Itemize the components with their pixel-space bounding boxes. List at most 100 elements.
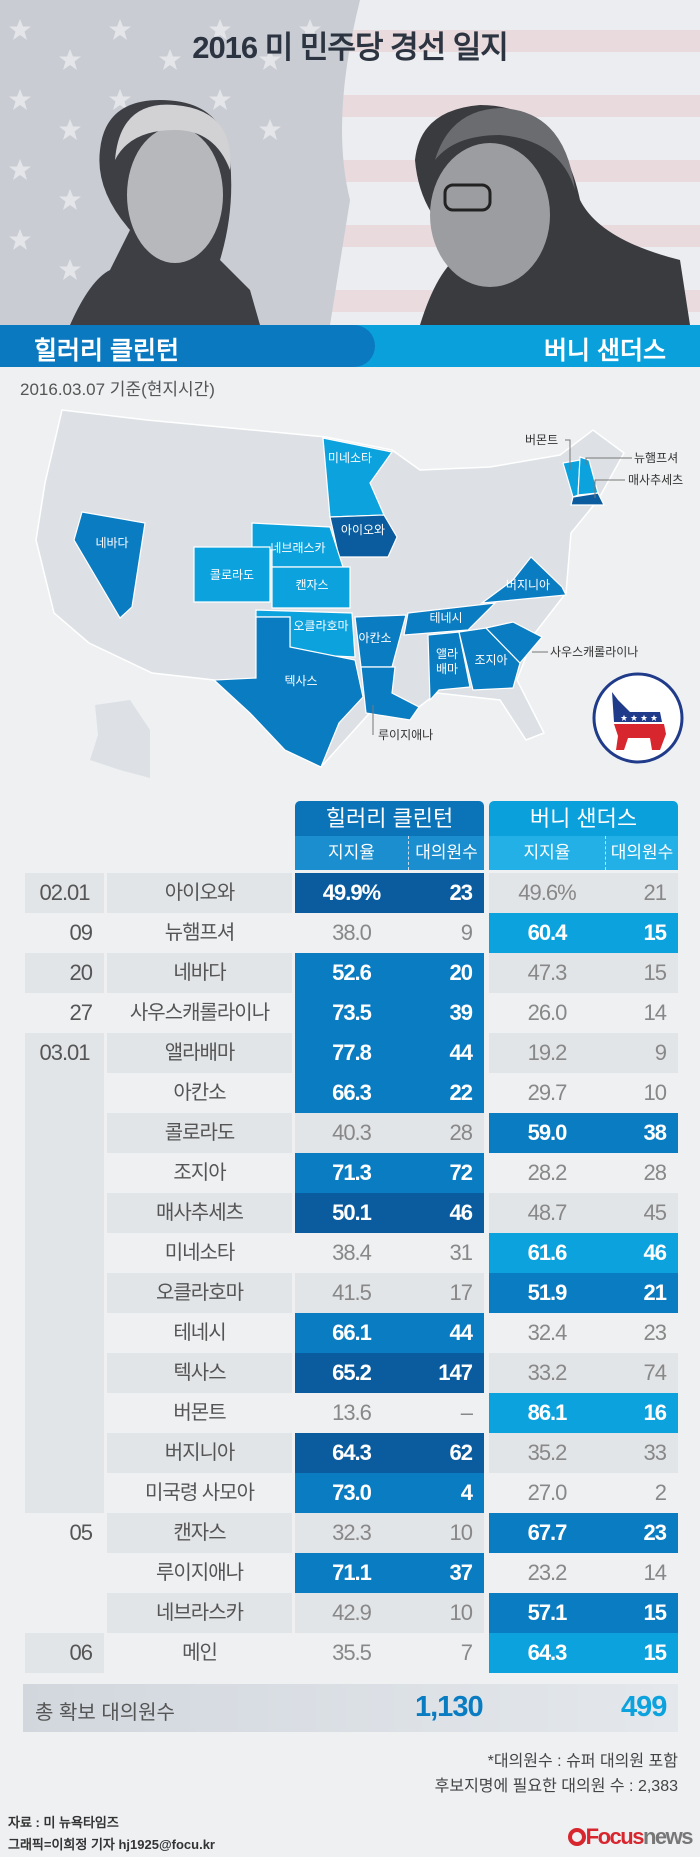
bernie-delegates: 15 [643, 960, 667, 985]
hillary-delegates: 72 [449, 1160, 473, 1185]
democratic-donkey-icon [592, 672, 684, 764]
state-label: 아이오와 [341, 523, 385, 537]
date-cell: 09 [69, 920, 93, 945]
source: 자료 : 미 뉴욕타임즈 [8, 1815, 119, 1830]
hillary-pct: 35.5 [332, 1640, 372, 1665]
state-cell: 버지니아 [107, 1433, 292, 1473]
hillary-delegates: 22 [449, 1080, 473, 1105]
state-callout-label: 사우스캐롤라이나 [550, 645, 638, 659]
hillary-delegates: 9 [460, 920, 473, 945]
hillary-delegates: – [460, 1400, 473, 1425]
hillary-pct: 66.1 [332, 1320, 372, 1345]
bernie-bg [489, 1313, 678, 1353]
sub-header: 대의원수 [605, 836, 678, 870]
hillary-pct: 50.1 [332, 1200, 372, 1225]
hillary-pct: 52.6 [332, 960, 372, 985]
state-13 [484, 621, 543, 664]
bernie-delegates: 38 [643, 1120, 667, 1145]
hillary-bg [295, 1513, 484, 1553]
state-label: 콜로라도 [210, 568, 254, 582]
hillary-bg [295, 1353, 484, 1393]
hillary-delegates: 37 [449, 1560, 473, 1585]
state-cell: 네바다 [107, 953, 292, 993]
bernie-bg [489, 1113, 678, 1153]
bernie-pct: 64.3 [527, 1640, 568, 1665]
leader-lines [372, 439, 632, 735]
hillary-bg [295, 1273, 484, 1313]
bernie-delegates: 46 [643, 1240, 667, 1265]
hillary-pct: 38.4 [332, 1240, 372, 1265]
bernie-delegates: 23 [643, 1320, 667, 1345]
hillary-bg [295, 1033, 484, 1073]
bernie-bg [489, 953, 678, 993]
state-5 [271, 566, 351, 609]
hillary-bg [295, 1073, 484, 1113]
hillary-pct: 71.3 [332, 1160, 372, 1185]
bernie-pct: 57.1 [527, 1600, 568, 1625]
sub-header: 지지율 [489, 836, 605, 870]
hillary-bg [295, 1193, 484, 1233]
hillary-pct: 32.3 [332, 1520, 372, 1545]
hillary-delegates: 10 [449, 1600, 473, 1625]
date-cell: 02.01 [25, 873, 104, 913]
state-label: 오클라호마 [293, 619, 348, 633]
hillary-pct: 66.3 [332, 1080, 372, 1105]
state-cell: 아칸소 [107, 1073, 292, 1113]
sub-header: 대의원수 [408, 836, 484, 870]
bernie-pct: 28.2 [527, 1160, 568, 1185]
bernie-pct: 27.0 [527, 1480, 568, 1505]
footnote-required-delegates: 후보지명에 필요한 대의원 수 : 2,383 [434, 1778, 678, 1795]
bernie-name: 버니 샌더스 [544, 337, 666, 365]
state-label: 미네소타 [328, 451, 372, 465]
hillary-pct: 65.2 [332, 1360, 372, 1385]
bernie-bg [489, 1393, 678, 1433]
bernie-bg [489, 1073, 678, 1113]
bernie-delegates: 14 [643, 1000, 667, 1025]
hillary-bg [295, 1433, 484, 1473]
state-cell: 조지아 [107, 1153, 292, 1193]
hillary-bg [295, 1633, 484, 1673]
date-cell: 05 [69, 1520, 93, 1545]
state-0 [73, 511, 146, 619]
state-cell: 사우스캐롤라이나 [107, 993, 292, 1033]
state-callout-label: 매사추세츠 [628, 473, 683, 487]
bernie-pct: 59.0 [527, 1120, 568, 1145]
state-cell: 콜로라도 [107, 1113, 292, 1153]
bernie-bg [489, 1473, 678, 1513]
hillary-delegates: 20 [449, 960, 473, 985]
hillary-pct: 71.1 [332, 1560, 372, 1585]
hillary-bg [295, 873, 484, 913]
bernie-bg [489, 913, 678, 953]
hillary-delegates: 147 [438, 1360, 473, 1385]
bernie-bg [489, 1193, 678, 1233]
hillary-delegates: 28 [449, 1120, 473, 1145]
state-label: 네바다 [95, 536, 128, 550]
credit: 그래픽=이희정 기자 hj1925@focu.kr [8, 1837, 215, 1852]
hillary-delegates: 39 [449, 1000, 473, 1025]
hillary-delegates: 10 [449, 1520, 473, 1545]
state-10 [403, 602, 497, 636]
state-cell: 테네시 [107, 1313, 292, 1353]
bernie-bg [489, 1593, 678, 1633]
bernie-delegates: 15 [643, 1640, 667, 1665]
hillary-bg [295, 1393, 484, 1433]
bernie-pct: 48.7 [527, 1200, 568, 1225]
focusnews-logo: Focusnews [567, 1824, 694, 1850]
bernie-delegates: 15 [643, 1600, 667, 1625]
hillary-bg [295, 1313, 484, 1353]
bernie-bg [489, 1273, 678, 1313]
as-of-date: 2016.03.07 기준(현지시간) [20, 380, 215, 399]
bernie-delegates: 10 [643, 1080, 667, 1105]
bernie-bg [489, 1633, 678, 1673]
hillary-delegates: 62 [449, 1440, 473, 1465]
bernie-pct: 86.1 [527, 1400, 568, 1425]
bernie-pct: 49.6% [518, 880, 576, 905]
state-cell: 버몬트 [107, 1393, 292, 1433]
hillary-pct: 49.9% [322, 880, 381, 905]
bernie-delegates: 15 [643, 920, 667, 945]
state-callout-label: 루이지애나 [378, 728, 433, 742]
state-17 [570, 492, 605, 506]
page-title: 2016 미 민주당 경선 일지 [192, 30, 509, 65]
state-callout-label: 버몬트 [525, 433, 558, 447]
